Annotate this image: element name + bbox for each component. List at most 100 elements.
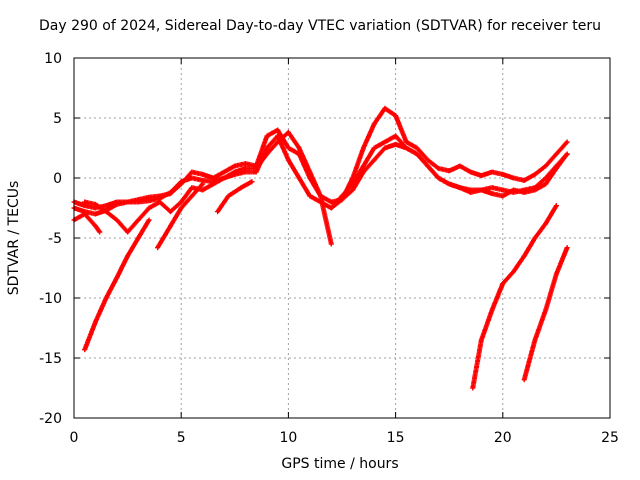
data-point [446,168,452,174]
data-point [82,211,88,217]
data-point [275,139,281,145]
series-arc-d [328,141,570,211]
data-point [215,209,221,215]
x-tick-label: 25 [601,430,619,446]
data-point [125,229,131,235]
data-point [97,229,103,235]
series-layer [71,105,570,391]
data-point [511,269,517,275]
data-point [500,281,506,287]
data-point [114,217,120,223]
data-point [478,337,484,343]
data-point [189,193,195,199]
data-point [532,337,538,343]
series-arc-c [82,129,334,247]
data-point [403,145,409,151]
data-point [114,201,120,207]
data-point [146,198,152,204]
data-point [307,169,313,175]
data-point [489,307,495,313]
data-point [360,145,366,151]
data-point [446,181,452,187]
data-point [470,385,476,391]
data-point [200,187,206,193]
x-axis-label: GPS time / hours [281,456,399,472]
data-point [328,241,334,247]
data-point [189,185,195,191]
data-point [393,113,399,119]
data-point [521,189,527,195]
data-point [167,209,173,215]
data-point [103,209,109,215]
data-point [468,169,474,175]
data-point [543,307,549,313]
series-arc-f [155,181,206,251]
data-point [414,145,420,151]
data-point [521,253,527,259]
data-point [553,203,559,209]
data-point [200,171,206,177]
data-point [82,199,88,205]
series-arc-i [470,203,559,391]
data-point [178,179,184,185]
data-point [425,157,431,163]
data-point [296,145,302,151]
x-tick-label: 20 [494,430,512,446]
data-point [155,245,161,251]
data-point [371,121,377,127]
data-point [285,157,291,163]
y-tick-label: -5 [48,231,62,247]
data-point [457,185,463,191]
data-point [285,129,291,135]
data-point [457,163,463,169]
data-point [103,203,109,209]
series-markers [82,217,152,353]
data-point [92,211,98,217]
data-point [360,163,366,169]
data-point [521,177,527,183]
data-point [253,165,259,171]
y-tick-label: 0 [53,171,62,187]
x-tick-label: 0 [70,430,79,446]
data-point [275,133,281,139]
data-point [135,235,141,241]
x-tick-label: 10 [279,430,297,446]
data-point [232,169,238,175]
data-point [125,199,131,205]
data-point [532,171,538,177]
data-point [511,175,517,181]
data-point [543,181,549,187]
y-tick-label: 5 [53,111,62,127]
data-point [435,175,441,181]
data-point [532,235,538,241]
data-point [135,199,141,205]
data-point [243,165,249,171]
data-point [489,191,495,197]
data-point [500,187,506,193]
data-point [435,165,441,171]
data-point [114,275,120,281]
data-point [232,163,238,169]
data-point [339,197,345,203]
data-point [157,199,163,205]
y-axis-label: SDTVAR / TECUs [6,180,22,296]
data-point [200,181,206,187]
chart-title: Day 290 of 2024, Sidereal Day-to-day VTE… [39,18,601,34]
data-point [178,205,184,211]
series-markers [215,179,255,215]
data-point [92,223,98,229]
data-point [92,319,98,325]
data-point [146,205,152,211]
data-point [318,193,324,199]
data-point [478,173,484,179]
data-point [371,145,377,151]
data-point [425,163,431,169]
data-point [532,187,538,193]
data-point [360,169,366,175]
data-point [553,271,559,277]
data-point [489,185,495,191]
data-point [500,193,506,199]
series-arc-j [521,245,570,383]
data-point [564,245,570,251]
data-point [543,221,549,227]
